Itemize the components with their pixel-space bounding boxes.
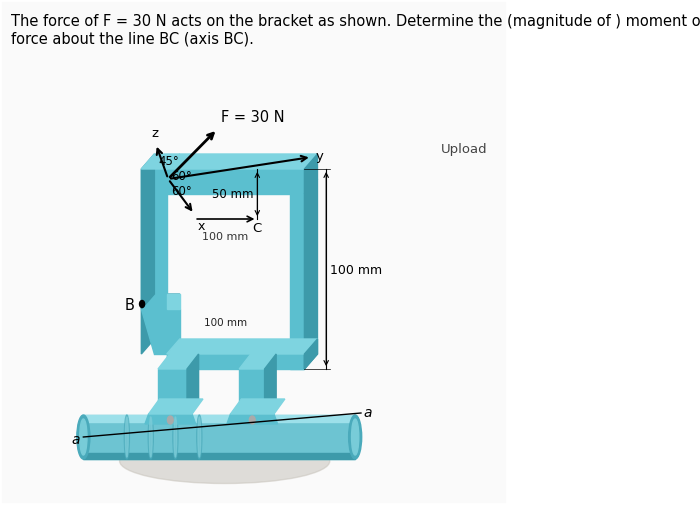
Ellipse shape bbox=[120, 439, 330, 484]
Ellipse shape bbox=[125, 415, 130, 459]
Polygon shape bbox=[158, 369, 187, 414]
Polygon shape bbox=[187, 355, 199, 414]
Polygon shape bbox=[265, 355, 277, 414]
Polygon shape bbox=[141, 155, 155, 310]
Polygon shape bbox=[141, 155, 180, 170]
Ellipse shape bbox=[173, 415, 178, 459]
Text: 100 mm: 100 mm bbox=[202, 231, 248, 241]
Polygon shape bbox=[227, 414, 278, 424]
Circle shape bbox=[249, 416, 255, 424]
Polygon shape bbox=[304, 180, 318, 369]
Polygon shape bbox=[148, 399, 203, 414]
Polygon shape bbox=[304, 339, 318, 369]
Ellipse shape bbox=[351, 419, 359, 455]
Ellipse shape bbox=[125, 417, 128, 457]
Polygon shape bbox=[304, 155, 318, 194]
Text: a: a bbox=[71, 432, 80, 446]
Circle shape bbox=[167, 416, 173, 424]
Polygon shape bbox=[167, 170, 304, 194]
Text: C: C bbox=[253, 222, 262, 234]
Polygon shape bbox=[158, 355, 199, 369]
Polygon shape bbox=[167, 294, 180, 310]
Text: x: x bbox=[197, 220, 204, 232]
Polygon shape bbox=[141, 310, 167, 355]
Text: F = 30 N: F = 30 N bbox=[221, 110, 285, 125]
Ellipse shape bbox=[149, 417, 152, 457]
Text: The force of F = 30 N acts on the bracket as shown. Determine the (magnitude of : The force of F = 30 N acts on the bracke… bbox=[11, 14, 700, 46]
Text: z: z bbox=[151, 127, 158, 140]
Polygon shape bbox=[141, 170, 167, 310]
Text: 100 mm: 100 mm bbox=[204, 317, 248, 327]
Bar bbox=[83, 453, 355, 459]
Bar bbox=[83, 415, 355, 459]
Polygon shape bbox=[290, 194, 304, 369]
Text: Upload: Upload bbox=[441, 143, 487, 156]
Polygon shape bbox=[167, 355, 304, 369]
Text: y: y bbox=[315, 149, 323, 162]
Text: 45°: 45° bbox=[158, 155, 178, 168]
Ellipse shape bbox=[197, 415, 202, 459]
Ellipse shape bbox=[349, 415, 362, 459]
Polygon shape bbox=[239, 369, 265, 414]
Ellipse shape bbox=[198, 417, 201, 457]
Text: 60°: 60° bbox=[171, 185, 192, 197]
Circle shape bbox=[139, 301, 145, 308]
Polygon shape bbox=[141, 294, 155, 355]
Text: a: a bbox=[364, 405, 372, 419]
Ellipse shape bbox=[174, 417, 177, 457]
Ellipse shape bbox=[80, 419, 87, 455]
Bar bbox=[83, 415, 355, 422]
Text: 100 mm: 100 mm bbox=[330, 263, 382, 276]
Ellipse shape bbox=[148, 415, 153, 459]
Polygon shape bbox=[167, 294, 180, 355]
Text: 60°: 60° bbox=[171, 170, 192, 183]
Ellipse shape bbox=[77, 415, 90, 459]
Polygon shape bbox=[239, 355, 276, 369]
Text: 50 mm: 50 mm bbox=[212, 187, 253, 200]
Polygon shape bbox=[167, 155, 318, 170]
Polygon shape bbox=[145, 414, 196, 424]
Text: B: B bbox=[124, 297, 134, 312]
Polygon shape bbox=[230, 399, 285, 414]
Polygon shape bbox=[167, 310, 180, 369]
Polygon shape bbox=[167, 339, 318, 355]
